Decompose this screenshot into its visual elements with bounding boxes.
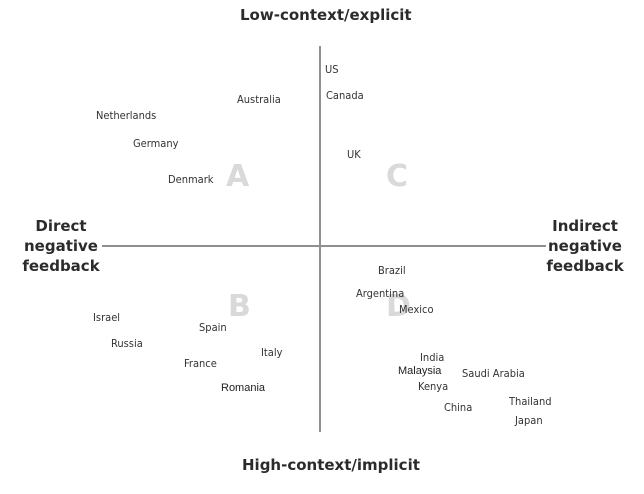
country-label-australia: Australia <box>237 93 281 106</box>
quadrant-label-d: D <box>386 289 411 324</box>
country-label-mexico: Mexico <box>399 303 434 316</box>
country-label-saudi-arabia: Saudi Arabia <box>462 367 525 380</box>
country-label-netherlands: Netherlands <box>96 109 157 122</box>
country-label-spain: Spain <box>199 321 227 334</box>
country-label-israel: Israel <box>93 311 121 324</box>
country-label-kenya: Kenya <box>418 380 449 393</box>
right-axis-title-line-3: feedback <box>546 257 624 275</box>
country-label-france: France <box>184 357 217 370</box>
right-axis-title-line-1: Indirect <box>552 217 618 235</box>
country-label-india: India <box>420 351 445 364</box>
country-label-denmark: Denmark <box>168 173 214 186</box>
country-label-japan: Japan <box>515 414 543 427</box>
country-label-uk: UK <box>347 148 361 161</box>
left-axis-title: Direct negative feedback <box>22 216 100 276</box>
country-label-thailand: Thailand <box>509 395 552 408</box>
right-axis-title-line-2: negative <box>548 237 622 255</box>
quadrant-label-c: C <box>386 159 409 194</box>
country-label-canada: Canada <box>326 89 364 102</box>
top-axis-title: Low-context/explicit <box>240 6 412 24</box>
right-axis-title: Indirect negative feedback <box>544 216 626 276</box>
left-axis-title-line-3: feedback <box>22 257 100 275</box>
country-label-malaysia: Malaysia <box>398 365 442 377</box>
country-label-brazil: Brazil <box>378 264 406 277</box>
country-label-italy: Italy <box>261 346 283 359</box>
left-axis-title-line-1: Direct <box>35 217 87 235</box>
country-label-romania: Romania <box>221 382 266 394</box>
country-label-argentina: Argentina <box>356 287 405 300</box>
quadrant-label-b: B <box>228 289 251 324</box>
bottom-axis-title: High-context/implicit <box>242 456 420 474</box>
country-label-china: China <box>444 401 473 414</box>
country-label-russia: Russia <box>111 337 143 350</box>
quadrant-label-a: A <box>226 159 250 194</box>
left-axis-title-line-2: negative <box>24 237 98 255</box>
country-label-germany: Germany <box>133 137 179 150</box>
country-label-us: US <box>325 63 339 76</box>
